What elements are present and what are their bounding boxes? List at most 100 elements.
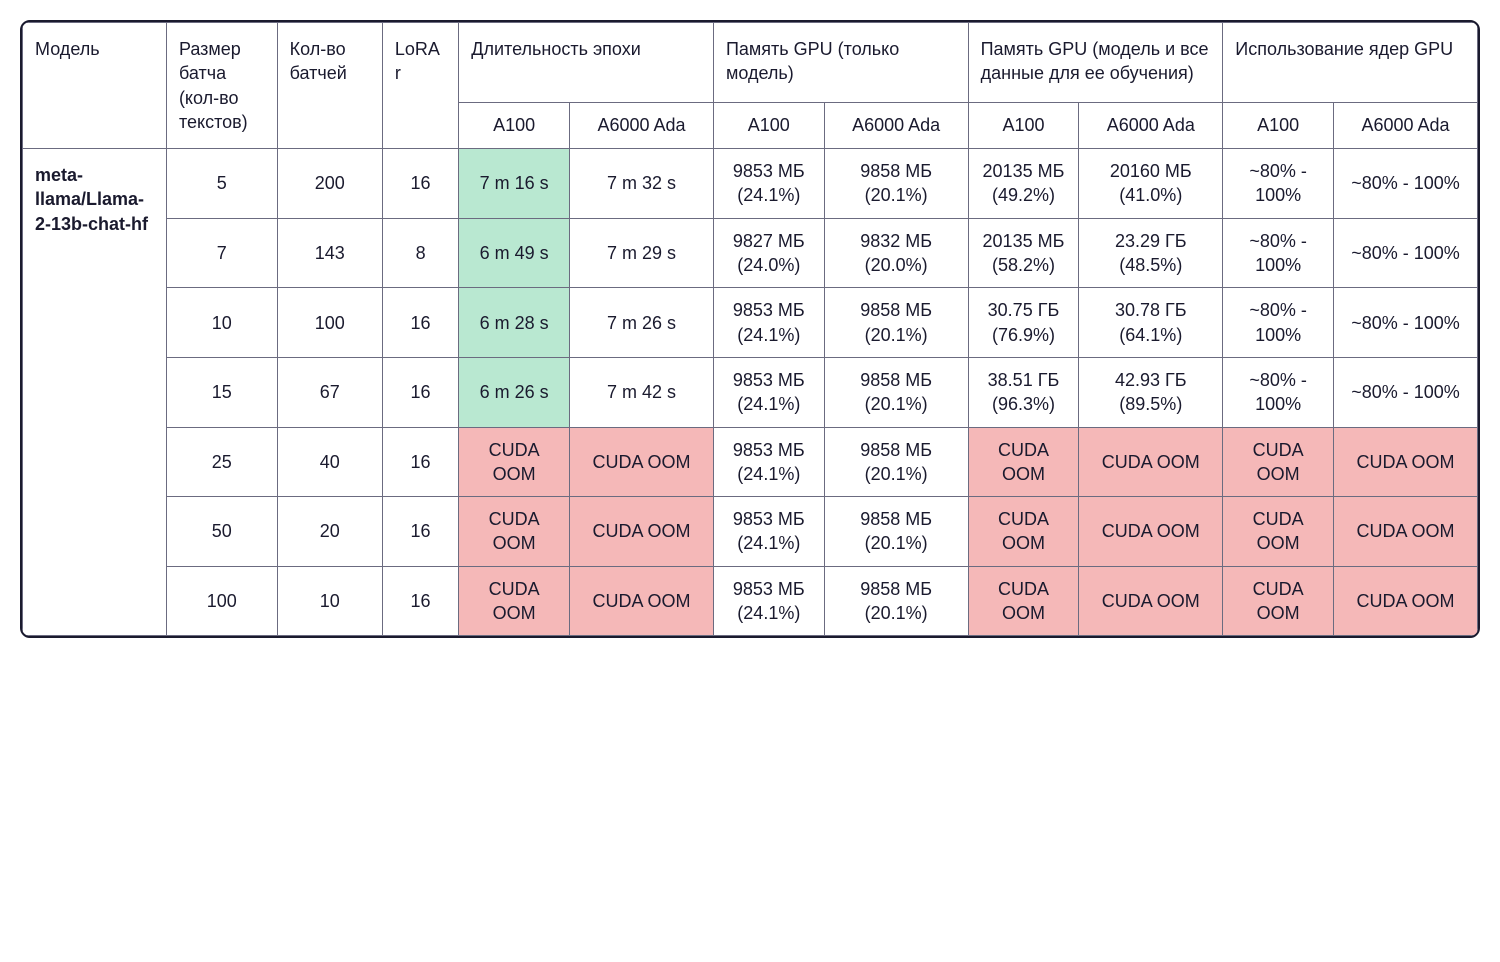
- model-name-cell: meta-llama/Llama-2-13b-chat-hf: [23, 149, 167, 636]
- cell-num-batches: 100: [277, 288, 382, 358]
- cell-mem-model-ada: 9858 МБ (20.1%): [824, 357, 968, 427]
- cell-mem-model-a100: 9853 МБ (24.1%): [713, 149, 824, 219]
- cell-epoch-ada: 7 m 42 s: [570, 357, 714, 427]
- subheader-a6000: A6000 Ada: [824, 102, 968, 149]
- subheader-a6000: A6000 Ada: [1333, 102, 1477, 149]
- cell-num-batches: 10: [277, 566, 382, 636]
- cell-lora-r: 16: [382, 149, 458, 219]
- cell-mem-full-a100: CUDA OOM: [968, 566, 1079, 636]
- subheader-a100: A100: [713, 102, 824, 149]
- cell-mem-model-ada: 9858 МБ (20.1%): [824, 149, 968, 219]
- cell-num-batches: 40: [277, 427, 382, 497]
- cell-mem-model-ada: 9858 МБ (20.1%): [824, 427, 968, 497]
- cell-lora-r: 16: [382, 357, 458, 427]
- cell-util-a100: ~80% - 100%: [1223, 149, 1334, 219]
- cell-epoch-a100: CUDA OOM: [459, 497, 570, 567]
- cell-mem-full-a100: 20135 МБ (58.2%): [968, 218, 1079, 288]
- cell-mem-full-a100: CUDA OOM: [968, 497, 1079, 567]
- table-row: 714386 m 49 s7 m 29 s9827 МБ (24.0%)9832…: [23, 218, 1478, 288]
- cell-epoch-a100: CUDA OOM: [459, 427, 570, 497]
- cell-util-ada: ~80% - 100%: [1333, 357, 1477, 427]
- header-model: Модель: [23, 23, 167, 149]
- header-num-batches: Кол-во батчей: [277, 23, 382, 149]
- benchmark-table: Модель Размер батча (кол-во текстов) Кол…: [22, 22, 1478, 636]
- cell-util-a100: CUDA OOM: [1223, 427, 1334, 497]
- cell-mem-model-ada: 9832 МБ (20.0%): [824, 218, 968, 288]
- subheader-a100: A100: [968, 102, 1079, 149]
- cell-mem-full-a100: CUDA OOM: [968, 427, 1079, 497]
- cell-mem-full-a100: 30.75 ГБ (76.9%): [968, 288, 1079, 358]
- header-gpu-mem-full: Память GPU (модель и все данные для ее о…: [968, 23, 1223, 103]
- cell-epoch-a100: 6 m 28 s: [459, 288, 570, 358]
- cell-num-batches: 67: [277, 357, 382, 427]
- cell-epoch-ada: 7 m 29 s: [570, 218, 714, 288]
- cell-mem-full-ada: 23.29 ГБ (48.5%): [1079, 218, 1223, 288]
- cell-util-a100: ~80% - 100%: [1223, 357, 1334, 427]
- cell-util-ada: ~80% - 100%: [1333, 149, 1477, 219]
- cell-epoch-ada: 7 m 32 s: [570, 149, 714, 219]
- cell-mem-model-a100: 9827 МБ (24.0%): [713, 218, 824, 288]
- table-row: 10100166 m 28 s7 m 26 s9853 МБ (24.1%)98…: [23, 288, 1478, 358]
- table-header: Модель Размер батча (кол-во текстов) Кол…: [23, 23, 1478, 149]
- cell-util-ada: CUDA OOM: [1333, 497, 1477, 567]
- cell-mem-full-ada: 20160 МБ (41.0%): [1079, 149, 1223, 219]
- cell-batch-size: 5: [166, 149, 277, 219]
- cell-batch-size: 50: [166, 497, 277, 567]
- cell-epoch-ada: CUDA OOM: [570, 497, 714, 567]
- cell-mem-model-ada: 9858 МБ (20.1%): [824, 566, 968, 636]
- cell-util-a100: CUDA OOM: [1223, 497, 1334, 567]
- cell-epoch-a100: CUDA OOM: [459, 566, 570, 636]
- cell-mem-model-ada: 9858 МБ (20.1%): [824, 497, 968, 567]
- cell-epoch-a100: 6 m 49 s: [459, 218, 570, 288]
- cell-mem-model-a100: 9853 МБ (24.1%): [713, 288, 824, 358]
- table-body: meta-llama/Llama-2-13b-chat-hf5200167 m …: [23, 149, 1478, 636]
- cell-num-batches: 143: [277, 218, 382, 288]
- cell-mem-full-ada: CUDA OOM: [1079, 566, 1223, 636]
- cell-batch-size: 7: [166, 218, 277, 288]
- subheader-a100: A100: [459, 102, 570, 149]
- cell-mem-model-ada: 9858 МБ (20.1%): [824, 288, 968, 358]
- cell-epoch-ada: 7 m 26 s: [570, 288, 714, 358]
- header-lora-r: LoRA r: [382, 23, 458, 149]
- header-epoch-duration: Длительность эпохи: [459, 23, 714, 103]
- cell-batch-size: 10: [166, 288, 277, 358]
- cell-util-ada: ~80% - 100%: [1333, 288, 1477, 358]
- subheader-a100: A100: [1223, 102, 1334, 149]
- cell-epoch-ada: CUDA OOM: [570, 566, 714, 636]
- cell-util-ada: CUDA OOM: [1333, 427, 1477, 497]
- benchmark-table-wrapper: Модель Размер батча (кол-во текстов) Кол…: [20, 20, 1480, 638]
- cell-epoch-ada: CUDA OOM: [570, 427, 714, 497]
- cell-util-ada: ~80% - 100%: [1333, 218, 1477, 288]
- cell-mem-full-ada: CUDA OOM: [1079, 427, 1223, 497]
- cell-mem-model-a100: 9853 МБ (24.1%): [713, 497, 824, 567]
- table-row: 254016CUDA OOMCUDA OOM9853 МБ (24.1%)985…: [23, 427, 1478, 497]
- subheader-a6000: A6000 Ada: [1079, 102, 1223, 149]
- cell-util-ada: CUDA OOM: [1333, 566, 1477, 636]
- header-batch-size: Размер батча (кол-во текстов): [166, 23, 277, 149]
- table-row: meta-llama/Llama-2-13b-chat-hf5200167 m …: [23, 149, 1478, 219]
- cell-lora-r: 16: [382, 288, 458, 358]
- table-row: 502016CUDA OOMCUDA OOM9853 МБ (24.1%)985…: [23, 497, 1478, 567]
- cell-mem-full-ada: CUDA OOM: [1079, 497, 1223, 567]
- cell-mem-model-a100: 9853 МБ (24.1%): [713, 566, 824, 636]
- cell-num-batches: 200: [277, 149, 382, 219]
- table-row: 1001016CUDA OOMCUDA OOM9853 МБ (24.1%)98…: [23, 566, 1478, 636]
- cell-batch-size: 15: [166, 357, 277, 427]
- cell-mem-model-a100: 9853 МБ (24.1%): [713, 357, 824, 427]
- cell-util-a100: ~80% - 100%: [1223, 218, 1334, 288]
- cell-mem-full-a100: 38.51 ГБ (96.3%): [968, 357, 1079, 427]
- table-row: 1567166 m 26 s7 m 42 s9853 МБ (24.1%)985…: [23, 357, 1478, 427]
- cell-mem-model-a100: 9853 МБ (24.1%): [713, 427, 824, 497]
- cell-lora-r: 16: [382, 427, 458, 497]
- header-gpu-util: Использование ядер GPU: [1223, 23, 1478, 103]
- cell-mem-full-ada: 30.78 ГБ (64.1%): [1079, 288, 1223, 358]
- cell-lora-r: 16: [382, 566, 458, 636]
- cell-batch-size: 25: [166, 427, 277, 497]
- cell-mem-full-a100: 20135 МБ (49.2%): [968, 149, 1079, 219]
- cell-batch-size: 100: [166, 566, 277, 636]
- header-gpu-mem-model: Память GPU (только модель): [713, 23, 968, 103]
- cell-mem-full-ada: 42.93 ГБ (89.5%): [1079, 357, 1223, 427]
- cell-lora-r: 16: [382, 497, 458, 567]
- subheader-a6000: A6000 Ada: [570, 102, 714, 149]
- cell-util-a100: ~80% - 100%: [1223, 288, 1334, 358]
